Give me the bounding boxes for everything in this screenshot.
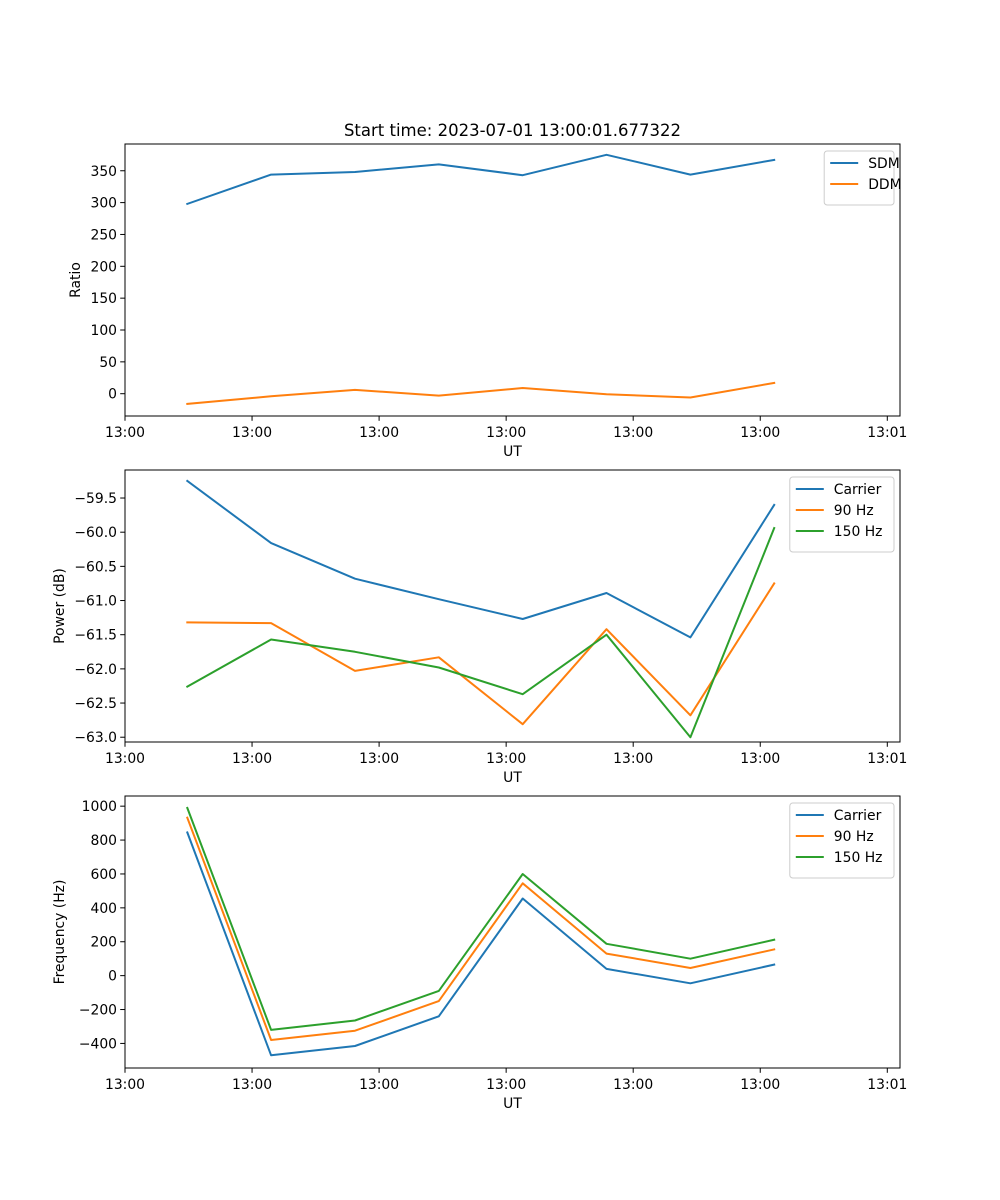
axes-frame — [124, 795, 901, 1069]
x-tick-label: 13:00 — [486, 1077, 526, 1093]
x-tick-label: 13:00 — [613, 1077, 653, 1093]
x-tick-label: 13:00 — [232, 751, 272, 767]
y-tick-label: −61.5 — [74, 628, 117, 644]
axes-frame — [124, 143, 901, 417]
y-tick-label: 200 — [90, 259, 117, 275]
y-tick-label: 50 — [99, 355, 117, 371]
x-tick-label: 13:00 — [613, 751, 653, 767]
x-tick-label: 13:00 — [359, 425, 399, 441]
x-tick-label: 13:00 — [232, 1077, 272, 1093]
y-tick-label: 150 — [90, 291, 117, 307]
y-tick-label: 0 — [108, 969, 117, 985]
series-line-90-hz — [186, 582, 776, 726]
legend-box — [823, 150, 895, 206]
legend-label: SDM — [868, 156, 900, 172]
y-tick-label: 200 — [90, 935, 117, 951]
y-tick-label: 800 — [90, 833, 117, 849]
chart-1: Start time: 2023-07-01 13:00:01.677322 13… — [68, 121, 907, 460]
axes-frame — [124, 469, 901, 743]
y-tick-label: 0 — [108, 387, 117, 403]
x-tick-label: 13:01 — [867, 425, 907, 441]
x-tick-label: 13:00 — [740, 1077, 780, 1093]
series-line-carrier — [185, 479, 776, 639]
y-axis-label: Power (dB) — [52, 568, 68, 644]
legend-box — [789, 802, 895, 879]
series-line-sdm — [186, 153, 776, 206]
x-tick-label: 13:01 — [867, 1077, 907, 1093]
y-tick-label: 250 — [90, 227, 117, 243]
x-tick-label: 13:00 — [359, 1077, 399, 1093]
legend-label: Carrier — [834, 482, 882, 498]
y-tick-label: −60.0 — [74, 525, 117, 541]
y-tick-label: 350 — [90, 164, 117, 180]
chart-title: Start time: 2023-07-01 13:00:01.677322 — [344, 121, 681, 140]
x-tick-label: 13:01 — [867, 751, 907, 767]
y-tick-label: 100 — [90, 323, 117, 339]
legend: Carrier 90 Hz 150 Hz — [789, 802, 895, 879]
x-tick-label: 13:00 — [486, 751, 526, 767]
y-tick-label: −60.5 — [74, 559, 117, 575]
y-tick-label: −62.5 — [74, 696, 117, 712]
x-tick-label: 13:00 — [105, 1077, 145, 1093]
chart-3: 13:00 13:00 13:00 13:00 13:00 13:00 13:01 −400 −… — [52, 795, 907, 1112]
x-tick-label: 13:00 — [359, 751, 399, 767]
series-line-ddm — [186, 381, 776, 405]
y-tick-label: −59.5 — [74, 491, 117, 507]
series-line-150-hz — [186, 806, 776, 1031]
x-tick-label: 13:00 — [613, 425, 653, 441]
legend-box — [789, 476, 895, 553]
series-line-carrier — [186, 831, 776, 1057]
series-line-90-hz — [186, 816, 776, 1041]
x-tick-label: 13:00 — [232, 425, 272, 441]
legend-label: 150 Hz — [834, 524, 883, 540]
plots-container: Start time: 2023-07-01 13:00:01.677322 13… — [52, 121, 907, 1112]
y-tick-label: −400 — [79, 1036, 117, 1052]
x-tick-label: 13:00 — [486, 425, 526, 441]
x-axis-label: UT — [503, 1096, 522, 1112]
y-tick-label: −200 — [79, 1003, 117, 1019]
legend-label: 90 Hz — [834, 829, 874, 845]
y-tick-label: −62.0 — [74, 662, 117, 678]
x-tick-label: 13:00 — [105, 751, 145, 767]
y-tick-label: 600 — [90, 867, 117, 883]
y-tick-label: −63.0 — [74, 730, 117, 746]
legend-label: Carrier — [834, 808, 882, 824]
legend: SDM DDM — [823, 150, 902, 206]
x-tick-label: 13:00 — [740, 751, 780, 767]
y-tick-label: 300 — [90, 196, 117, 212]
y-axis-label: Ratio — [68, 262, 84, 298]
y-tick-label: 1000 — [82, 799, 117, 815]
legend: Carrier 90 Hz 150 Hz — [789, 476, 895, 553]
legend-label: DDM — [868, 177, 901, 193]
series-line-150-hz — [185, 526, 776, 739]
x-tick-label: 13:00 — [740, 425, 780, 441]
x-tick-label: 13:00 — [105, 425, 145, 441]
y-tick-label: 400 — [90, 901, 117, 917]
x-axis-label: UT — [503, 444, 522, 460]
legend-label: 150 Hz — [834, 850, 883, 866]
chart-2: 13:00 13:00 13:00 13:00 13:00 13:00 13:01 −63.0… — [52, 469, 907, 786]
y-axis-label: Frequency (Hz) — [52, 880, 68, 985]
x-axis-label: UT — [503, 770, 522, 786]
y-tick-label: −61.0 — [74, 594, 117, 610]
legend-label: 90 Hz — [834, 503, 874, 519]
